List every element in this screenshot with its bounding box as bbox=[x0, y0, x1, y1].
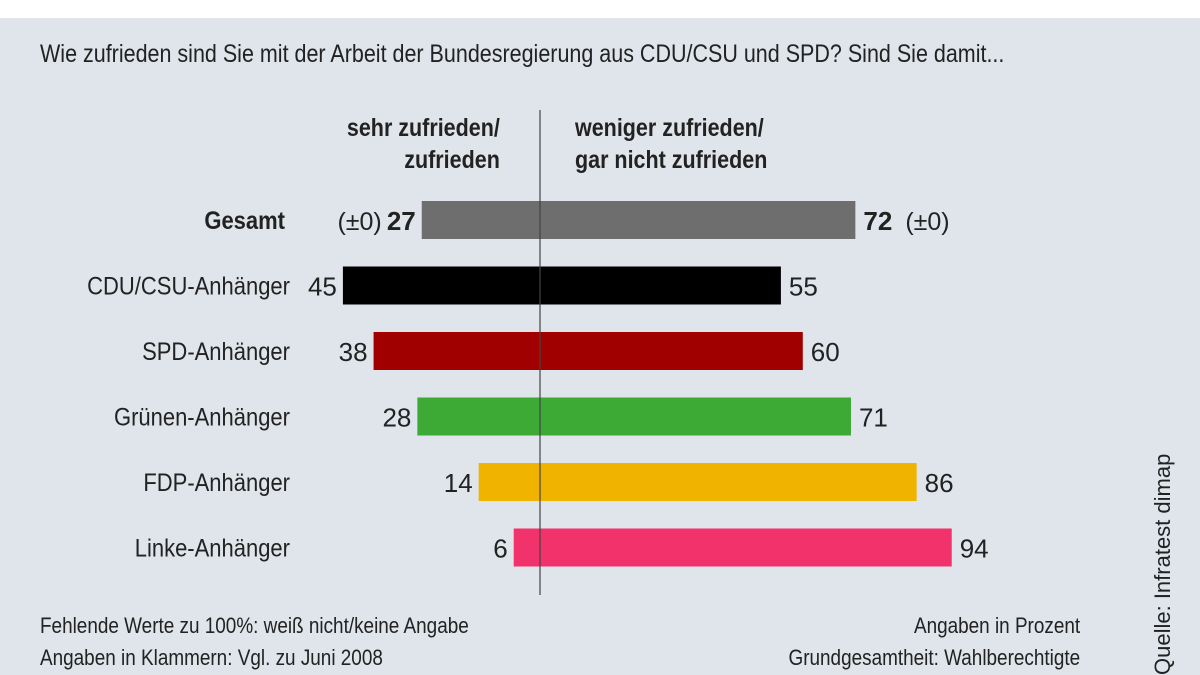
category-label: FDP-Anhänger bbox=[143, 469, 290, 497]
left-value-label: 14 bbox=[444, 468, 473, 498]
right-value-label: 94 bbox=[960, 534, 989, 564]
bar-5 bbox=[513, 528, 952, 567]
left-header-line: sehr zufrieden/ bbox=[347, 114, 500, 142]
right-header-line: gar nicht zufrieden bbox=[575, 146, 768, 174]
right-value-label: 71 bbox=[859, 403, 888, 433]
left-value-label: 28 bbox=[382, 403, 411, 433]
left-column-header: sehr zufrieden/ zufrieden bbox=[347, 112, 500, 176]
bar-3 bbox=[417, 397, 851, 436]
left-value-label: 6 bbox=[493, 534, 507, 564]
bar-1 bbox=[342, 266, 781, 305]
source-label: Quelle: Infratest dimap bbox=[1150, 453, 1175, 675]
chart-question: Wie zufrieden sind Sie mit der Arbeit de… bbox=[40, 40, 1005, 68]
right-value-label: 72 bbox=[863, 206, 892, 236]
footnote: Grundgesamtheit: Wahlberechtigte bbox=[788, 645, 1080, 670]
right-value-label: 55 bbox=[789, 272, 818, 302]
right-value-label: 86 bbox=[925, 468, 954, 498]
footnote: Fehlende Werte zu 100%: weiß nicht/keine… bbox=[40, 613, 469, 638]
left-header-line: zufrieden bbox=[404, 146, 500, 174]
footnote: Angaben in Prozent bbox=[913, 613, 1080, 638]
footnote: Angaben in Klammern: Vgl. zu Juni 2008 bbox=[40, 645, 383, 670]
left-value-label: 27 bbox=[387, 206, 416, 236]
bar-4 bbox=[478, 463, 917, 501]
title-band bbox=[0, 0, 1200, 18]
left-change-label: (±0) bbox=[337, 208, 381, 236]
category-label: Linke-Anhänger bbox=[135, 534, 290, 562]
right-header-line: weniger zufrieden/ bbox=[575, 114, 764, 142]
category-label: Gesamt bbox=[204, 207, 285, 235]
bar-2 bbox=[373, 332, 803, 370]
right-column-header: weniger zufrieden/ gar nicht zufrieden bbox=[575, 112, 767, 176]
category-label: CDU/CSU-Anhänger bbox=[87, 272, 290, 300]
category-label: SPD-Anhänger bbox=[142, 338, 290, 366]
right-change-label: (±0) bbox=[905, 208, 949, 236]
left-value-label: 45 bbox=[308, 272, 337, 302]
footnotes-right: Angaben in Prozent Grundgesamtheit: Wahl… bbox=[788, 610, 1080, 674]
category-label: Grünen-Anhänger bbox=[114, 403, 290, 431]
left-value-label: 38 bbox=[339, 337, 368, 367]
footnotes-left: Fehlende Werte zu 100%: weiß nicht/keine… bbox=[40, 610, 469, 674]
right-value-label: 60 bbox=[811, 337, 840, 367]
bar-0 bbox=[421, 201, 856, 239]
